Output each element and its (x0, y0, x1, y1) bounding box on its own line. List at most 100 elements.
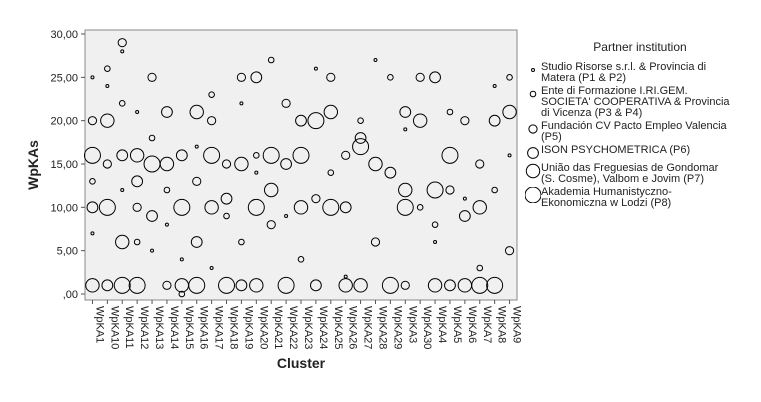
point (143, 155, 161, 173)
point (381, 276, 399, 294)
point (192, 176, 202, 186)
point (280, 158, 293, 170)
point (105, 84, 110, 88)
point (118, 100, 126, 107)
legend-symbol (525, 62, 541, 78)
legend-label: Ente di Formazione I.RI.GEM. SOCIETA' CO… (541, 85, 730, 119)
legend-item: Fundación CV Pacto Empleo Valencia (P5) (525, 121, 755, 143)
point (429, 71, 441, 84)
point (133, 238, 141, 246)
legend-label: Akademia Humanistyczno-Ekonomiczna w Lod… (541, 186, 672, 209)
point (267, 56, 275, 64)
point (415, 72, 425, 82)
point (85, 278, 100, 293)
point (309, 279, 322, 292)
point (90, 75, 95, 80)
point (504, 246, 515, 256)
point (203, 146, 221, 164)
point (281, 98, 291, 108)
point (253, 152, 260, 159)
point (220, 192, 233, 205)
x-tick-label: WpKA25 (332, 306, 344, 349)
point (131, 175, 144, 188)
point (399, 106, 412, 118)
point (120, 49, 125, 54)
point (148, 134, 156, 142)
point (292, 146, 310, 164)
x-tick-label: WpKA29 (391, 306, 403, 349)
point (204, 200, 219, 215)
point (370, 237, 381, 247)
x-tick-label: WpKA17 (213, 306, 225, 349)
x-axis-label: Cluster (277, 355, 326, 371)
point (117, 38, 127, 48)
legend-label: Studio Risorse s.r.l. & Provincia di Mat… (541, 61, 707, 84)
point (266, 220, 276, 230)
point (86, 201, 99, 214)
point (400, 280, 410, 290)
point (102, 159, 112, 169)
point (444, 279, 456, 292)
point (235, 279, 248, 292)
legend-item: Ente di Formazione I.RI.GEM. SOCIETA' CO… (525, 86, 755, 119)
legend-circle (525, 187, 541, 203)
point (416, 204, 424, 211)
point (128, 276, 146, 294)
point (188, 276, 206, 294)
point (476, 264, 484, 272)
point (488, 114, 501, 127)
x-tick-label: WpKA28 (376, 306, 388, 349)
x-tick-label: WpKA16 (198, 306, 210, 349)
point (239, 101, 244, 106)
point (135, 110, 140, 114)
legend-circle (528, 124, 538, 134)
point (207, 116, 217, 126)
legend-label: ISON PSYCHOMETRICA (P6) (541, 144, 691, 156)
point (323, 104, 338, 120)
legend-marker (527, 147, 539, 159)
legend-item: Akademia Humanistyczno-Ekonomiczna w Lod… (525, 187, 755, 209)
x-tick-label: WpKA7 (481, 306, 493, 343)
point (492, 84, 497, 88)
point (507, 153, 512, 158)
x-tick-label: WpKA13 (153, 306, 165, 349)
legend-circle (525, 163, 541, 179)
point (129, 148, 145, 163)
point (472, 200, 487, 215)
point (475, 159, 485, 169)
x-tick-label: WpKA8 (496, 306, 508, 343)
x-tick-label: WpKA24 (317, 306, 329, 349)
legend-title: Partner institution (593, 40, 687, 54)
point (190, 236, 203, 248)
point (322, 198, 340, 216)
point (431, 221, 439, 228)
point (173, 198, 191, 216)
x-tick-label: WpKA20 (257, 306, 269, 349)
point (161, 106, 173, 118)
point (458, 210, 471, 222)
point (284, 214, 289, 218)
points (83, 38, 517, 298)
legend-marker (528, 124, 538, 134)
point (100, 113, 115, 128)
point (208, 91, 215, 98)
point (234, 156, 249, 172)
point (313, 66, 318, 71)
x-tick-label: WpKA22 (287, 306, 299, 349)
point (83, 146, 101, 164)
point (179, 257, 184, 262)
point (163, 186, 171, 194)
legend-circle (531, 68, 535, 72)
point (250, 71, 263, 84)
legend-symbol (525, 187, 541, 203)
point (491, 186, 498, 194)
point (403, 127, 408, 132)
point (398, 182, 413, 198)
x-tick-label: WpKA12 (138, 306, 150, 349)
x-tick-label: WpKA27 (362, 306, 374, 349)
point (373, 58, 378, 62)
legend-circle (527, 147, 539, 159)
x-tick-label: WpKA15 (183, 306, 195, 349)
x-tick-label: WpKA1 (93, 306, 105, 343)
